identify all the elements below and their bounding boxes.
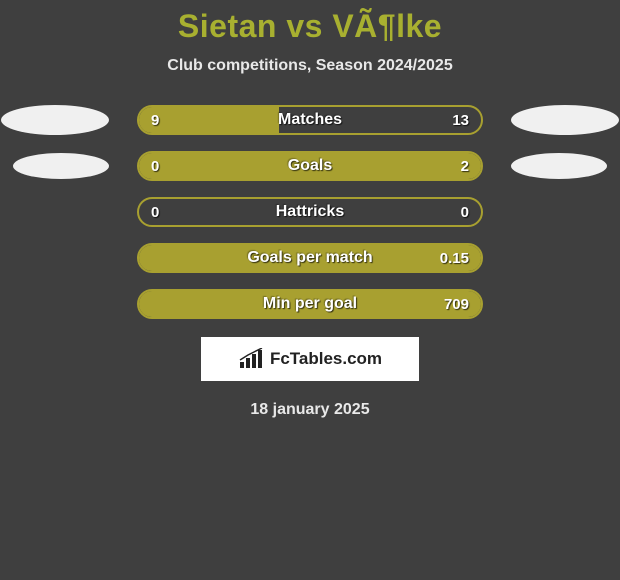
- comparison-infographic: Sietan vs VÃ¶lke Club competitions, Seas…: [0, 0, 620, 419]
- badge-placeholder-right: [511, 197, 619, 227]
- bar-fill-right: [139, 153, 481, 179]
- stat-row: 02Goals: [0, 151, 620, 181]
- badge-placeholder-left: [1, 197, 109, 227]
- team-badge-left: [13, 153, 109, 179]
- date-label: 18 january 2025: [0, 401, 620, 419]
- stat-bar: 913Matches: [137, 105, 483, 135]
- subtitle: Club competitions, Season 2024/2025: [0, 57, 620, 75]
- stat-bar: 0.15Goals per match: [137, 243, 483, 273]
- badge-placeholder-left: [1, 243, 109, 273]
- bar-fill-right: [139, 291, 481, 317]
- bar-fill-right: [139, 245, 481, 271]
- stat-value-right: 13: [452, 107, 469, 133]
- stat-row: 0.15Goals per match: [0, 243, 620, 273]
- badge-placeholder-right: [511, 289, 619, 319]
- badge-placeholder-right: [511, 243, 619, 273]
- stat-bar: 02Goals: [137, 151, 483, 181]
- team-badge-right: [511, 105, 619, 135]
- stat-rows: 913Matches 02Goals 0 0Hattricks 0.15Goals pe…: [0, 105, 620, 319]
- stat-label: Hattricks: [139, 199, 481, 225]
- badge-placeholder-left: [1, 289, 109, 319]
- page-title: Sietan vs VÃ¶lke: [0, 8, 620, 45]
- stat-value-right: 0: [461, 199, 469, 225]
- brand-box[interactable]: FcTables.com: [201, 337, 419, 381]
- brand-chart-icon: [238, 348, 264, 370]
- team-badge-left: [1, 105, 109, 135]
- stat-value-left: 0: [151, 199, 159, 225]
- bar-fill-left: [139, 107, 279, 133]
- brand-text: FcTables.com: [270, 349, 382, 369]
- stat-bar: 0 0Hattricks: [137, 197, 483, 227]
- stat-bar: 709Min per goal: [137, 289, 483, 319]
- stat-row: 709Min per goal: [0, 289, 620, 319]
- team-badge-right: [511, 153, 607, 179]
- stat-row: 0 0Hattricks: [0, 197, 620, 227]
- stat-row: 913Matches: [0, 105, 620, 135]
